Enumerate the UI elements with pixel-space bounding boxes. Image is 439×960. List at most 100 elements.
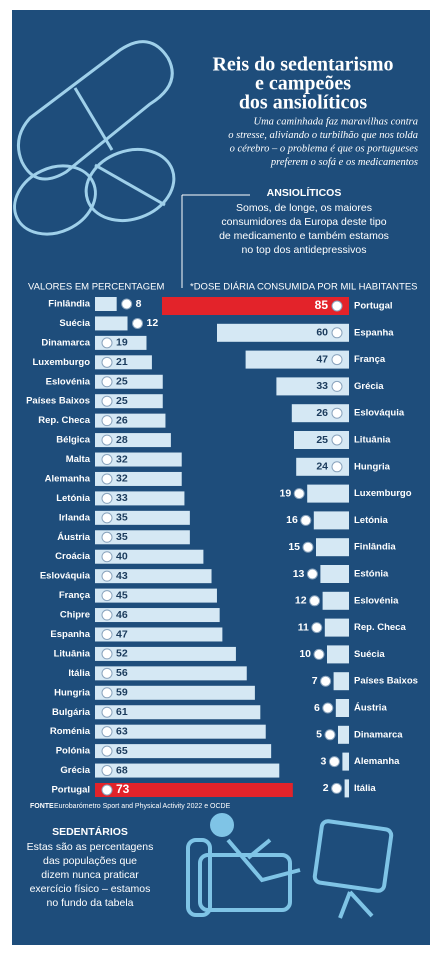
value-label: 11 [298, 621, 309, 633]
bar [95, 394, 163, 409]
flag-icon [320, 675, 332, 687]
bar [333, 672, 349, 691]
flag-icon [324, 729, 336, 741]
section-text: exercício físico – estamos [30, 883, 151, 895]
flag-icon [328, 756, 340, 768]
bar [95, 491, 185, 506]
category-label: Áustria [354, 703, 387, 714]
bar [95, 724, 266, 739]
category-label: Dinamarca [41, 337, 90, 348]
bar [95, 471, 182, 486]
bar [95, 549, 204, 564]
value-label: 25 [116, 376, 128, 388]
category-label: França [354, 354, 386, 365]
bar [344, 779, 349, 798]
source-text: Eurobarómetro Sport and Physical Activit… [54, 803, 231, 810]
flag-icon [322, 702, 334, 714]
category-label: Luxemburgo [32, 357, 90, 368]
category-label: Roménia [50, 726, 91, 737]
flag-icon [101, 473, 113, 485]
bar [95, 627, 223, 642]
bar [95, 685, 255, 700]
flag-icon [101, 784, 113, 796]
value-label: 13 [293, 568, 305, 580]
bar [307, 484, 349, 503]
bar [320, 565, 349, 583]
category-label: Polónia [56, 746, 91, 757]
value-label: 45 [116, 589, 128, 601]
bar [95, 510, 190, 525]
head [210, 813, 234, 837]
bar [95, 530, 190, 545]
flag-icon [101, 395, 113, 407]
bar [95, 608, 220, 623]
flag-icon [121, 298, 133, 310]
value-label: 6 [314, 702, 320, 714]
bar [95, 646, 236, 661]
value-label: 33 [116, 492, 128, 504]
section-heading: ANSIOLÍTICOS [267, 186, 342, 199]
sofa-arm [186, 838, 212, 917]
bar [95, 452, 182, 467]
value-label: 7 [312, 675, 318, 687]
tablet [13, 164, 97, 236]
category-label: Finlândia [354, 542, 396, 553]
category-label: Grécia [354, 381, 384, 392]
bar [276, 377, 349, 396]
flag-icon [101, 356, 113, 368]
category-label: Portugal [354, 301, 393, 312]
flag-icon [331, 461, 343, 473]
section-text: Somos, de longe, os maiores [236, 202, 372, 214]
value-label: 15 [288, 541, 300, 553]
bar [335, 699, 349, 717]
value-label: 2 [323, 782, 329, 794]
category-label: Eslováquia [40, 571, 91, 582]
value-label: 21 [116, 356, 128, 368]
bar [95, 763, 280, 778]
pill-illustration [13, 40, 176, 236]
value-label: 5 [316, 729, 322, 741]
value-label: 73 [116, 782, 130, 796]
flag-icon [101, 706, 113, 718]
intro-line: o cérebro – o problema é que os portugue… [230, 143, 418, 154]
bar [95, 705, 261, 720]
category-label: Irlanda [59, 512, 91, 523]
flag-icon [293, 488, 305, 500]
value-label: 19 [116, 337, 128, 349]
category-label: Luxemburgo [354, 488, 412, 499]
category-label: Letónia [56, 493, 90, 504]
flag-icon [101, 551, 113, 563]
category-label: Rep. Checa [354, 622, 406, 633]
flag-icon [311, 622, 323, 634]
category-label: Chipre [60, 610, 90, 621]
chart-subtitle: VALORES EM PERCENTAGEM [28, 282, 164, 293]
title-line: Reis do sedentarismo [212, 54, 393, 76]
value-label: 33 [316, 380, 328, 392]
value-label: 25 [116, 395, 128, 407]
category-label: Espanha [50, 629, 90, 640]
value-label: 59 [116, 687, 128, 699]
flag-icon [101, 434, 113, 446]
category-label: Eslovénia [354, 595, 399, 606]
title-line: e campeões [255, 73, 351, 95]
tablet-line [94, 163, 166, 207]
category-label: Suécia [59, 318, 90, 329]
value-label: 47 [116, 628, 128, 640]
bar [322, 591, 349, 610]
bar [95, 316, 128, 331]
value-label: 52 [116, 648, 128, 660]
flag-icon [331, 300, 343, 312]
flag-icon [331, 354, 343, 366]
flag-icon [313, 648, 325, 660]
category-label: Alemanha [354, 756, 400, 767]
category-label: Bulgária [52, 707, 91, 718]
flag-icon [101, 726, 113, 738]
intro-line: Uma caminhada faz maravilhas contra [254, 116, 419, 127]
flag-icon [101, 745, 113, 757]
category-label: Hungria [54, 687, 91, 698]
value-label: 28 [116, 434, 128, 446]
value-label: 12 [295, 595, 307, 607]
category-label: Países Baixos [26, 396, 90, 407]
section-text: de medicamento e também estamos [219, 230, 389, 242]
